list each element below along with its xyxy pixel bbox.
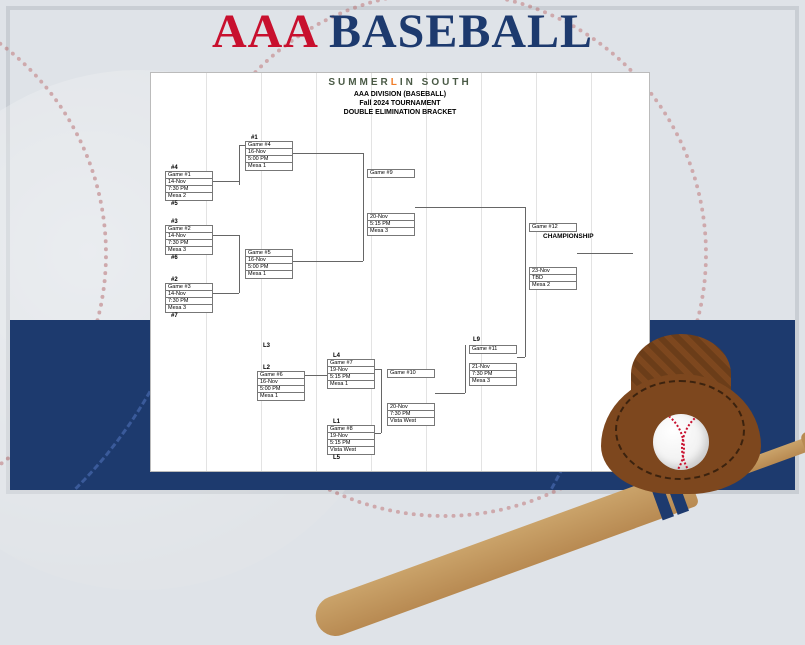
sheet-headers: AAA DIVISION (BASEBALL) Fall 2024 TOURNA… (151, 91, 649, 117)
loser-L5: L5 (333, 455, 340, 461)
org-logo-text: SUMMERLIN SOUTH (151, 77, 649, 88)
game2-field: Mesa 3 (165, 246, 213, 255)
header-division: AAA DIVISION (BASEBALL) (151, 91, 649, 100)
page-title: AAABASEBALL (0, 4, 805, 59)
bracket-sheet: SUMMERLIN SOUTH AAA DIVISION (BASEBALL) … (150, 72, 650, 472)
game9-label: Game #9 (367, 169, 415, 178)
championship-label: CHAMPIONSHIP (543, 233, 594, 240)
game12-field: Mesa 2 (529, 281, 577, 290)
game4-field: Mesa 1 (245, 162, 293, 171)
baseball-ball (653, 414, 709, 470)
game11-field: Mesa 3 (469, 377, 517, 386)
game12-label: Game #12 (529, 223, 577, 232)
seed-6: #6 (171, 255, 178, 261)
game5-field: Mesa 1 (245, 270, 293, 279)
game3-field: Mesa 3 (165, 304, 213, 313)
game6-field: Mesa 1 (257, 392, 305, 401)
game7-field: Mesa 1 (327, 380, 375, 389)
header-tournament: Fall 2024 TOURNAMENT (151, 100, 649, 109)
title-baseball: BASEBALL (329, 5, 593, 58)
game1-field: Mesa 2 (165, 192, 213, 201)
game10-label: Game #10 (387, 369, 435, 378)
seed-5: #5 (171, 201, 178, 207)
loser-L3: L3 (263, 343, 270, 349)
game9-field: Mesa 3 (367, 227, 415, 236)
game11-label: Game #11 (469, 345, 517, 354)
loser-L9: L9 (473, 337, 480, 343)
game10-field: Vista West (387, 417, 435, 426)
title-aaa: AAA (212, 5, 319, 58)
seed-7: #7 (171, 313, 178, 319)
header-format: DOUBLE ELIMINATION BRACKET (151, 109, 649, 118)
game8-field: Vista West (327, 446, 375, 455)
